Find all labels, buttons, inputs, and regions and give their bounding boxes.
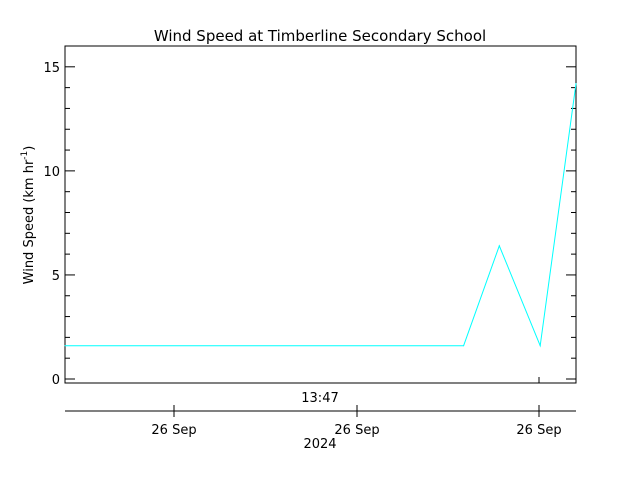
y-tick-label: 0 [52, 373, 60, 388]
y-tick-label: 15 [43, 61, 60, 76]
top-axis-time-label: 13:47 [301, 391, 338, 406]
x-tick-label: 26 Sep [516, 423, 561, 438]
x-tick-label: 26 Sep [334, 423, 379, 438]
y-axis-ticks: 0 5 10 15 [43, 61, 576, 388]
y-axis-label: Wind Speed (km hr-1) [20, 146, 37, 285]
y-axis-label-superscript: -1 [20, 151, 30, 160]
y-axis-label-main: Wind Speed (km hr [22, 159, 37, 284]
y-axis-label-close: ) [22, 146, 37, 151]
x-tick-label: 26 Sep [151, 423, 196, 438]
wind-speed-line [65, 83, 577, 348]
y-tick-label: 5 [52, 269, 60, 284]
wind-speed-point [64, 345, 66, 347]
x-year-label: 2024 [303, 437, 336, 452]
wind-speed-point [539, 345, 541, 347]
series-layer [64, 83, 577, 348]
wind-speed-point [575, 83, 577, 84]
wind-speed-point [463, 345, 465, 347]
plot-frame [64, 45, 577, 384]
wind-speed-point [498, 245, 500, 247]
y-tick-label: 10 [43, 165, 60, 180]
chart-title: Wind Speed at Timberline Secondary Schoo… [154, 27, 486, 45]
